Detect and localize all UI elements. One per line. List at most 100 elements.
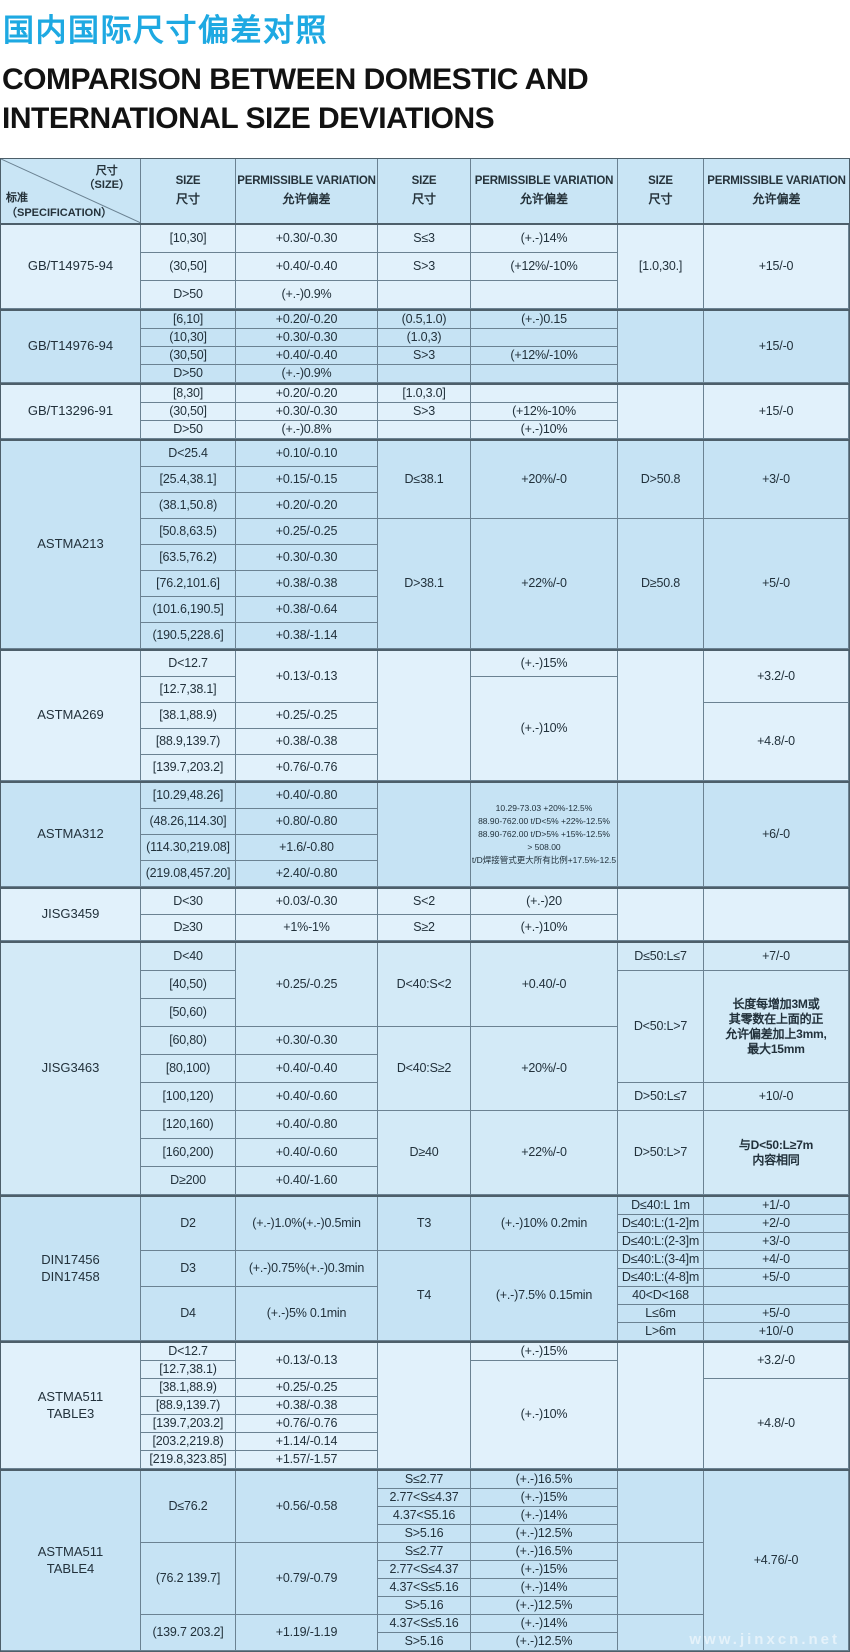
table-cell — [378, 421, 471, 439]
table-cell: (+.-)0.9% — [236, 281, 378, 309]
table-cell: +2.40/-0.80 — [236, 861, 378, 887]
table-cell: +0.30/-0.30 — [236, 403, 378, 421]
table-cell: (+.-)15% — [471, 1343, 618, 1361]
header-label-cn: 尺寸 — [648, 192, 673, 206]
table-cell — [618, 1471, 704, 1543]
table-cell: +20%/-0 — [471, 441, 618, 519]
table-cell: [80,100) — [141, 1055, 236, 1083]
table-cell: (219.08,457.20] — [141, 861, 236, 887]
table-cell: (+.-)12.5% — [471, 1525, 618, 1543]
table-cell: +0.80/-0.80 — [236, 809, 378, 835]
header-label-cn: 允许偏差 — [752, 192, 801, 206]
table-cell: +0.03/-0.30 — [236, 889, 378, 915]
table-cell: (+.-)12.5% — [471, 1633, 618, 1651]
table-cell: (190.5,228.6] — [141, 623, 236, 649]
table-cell: D≤40:L:(3-4]m — [618, 1251, 704, 1269]
table-cell: +1.14/-0.14 — [236, 1433, 378, 1451]
table-cell: +0.25/-0.25 — [236, 703, 378, 729]
table-cell: +0.30/-0.30 — [236, 1027, 378, 1055]
table-cell: +0.38/-0.38 — [236, 1397, 378, 1415]
header-variation-2: PERMISSIBLE VARIATION 允许偏差 — [471, 159, 618, 223]
header-label-cn: 允许偏差 — [282, 192, 331, 206]
table-cell: +5/-0 — [704, 519, 849, 649]
table-cell: +0.38/-0.64 — [236, 597, 378, 623]
table-cell: [10.29,48.26] — [141, 783, 236, 809]
table-cell: +15/-0 — [704, 385, 849, 439]
standard-label: ASTMA312 — [1, 783, 141, 887]
table-cell: +1.19/-1.19 — [236, 1615, 378, 1651]
table-cell: L>6m — [618, 1323, 704, 1341]
table-cell: [100,120) — [141, 1083, 236, 1111]
table-cell: +0.13/-0.13 — [236, 651, 378, 703]
table-cell: D≤40:L:(4-8]m — [618, 1269, 704, 1287]
table-cell: +0.40/-0.60 — [236, 1139, 378, 1167]
table-cell: (+.-)14% — [471, 1579, 618, 1597]
table-cell — [378, 651, 471, 781]
table-cell: [139.7,203.2] — [141, 755, 236, 781]
table-cell: D<12.7 — [141, 1343, 236, 1361]
table-cell: (101.6,190.5] — [141, 597, 236, 623]
table-cell — [378, 281, 471, 309]
table-cell: +20%/-0 — [471, 1027, 618, 1111]
table-cell: (38.1,50.8) — [141, 493, 236, 519]
header-variation-1: PERMISSIBLE VARIATION 允许偏差 — [236, 159, 378, 223]
table-cell: +6/-0 — [704, 783, 849, 887]
table-cell: D<40:S≥2 — [378, 1027, 471, 1111]
table-cell: D>50 — [141, 281, 236, 309]
table-cell: +0.20/-0.20 — [236, 385, 378, 403]
table-cell: +2/-0 — [704, 1215, 849, 1233]
table-cell — [378, 365, 471, 383]
table-cell: (+.-)0.8% — [236, 421, 378, 439]
table-cell: (+12%/-10% — [471, 253, 618, 281]
group-GB-T14976-94: GB/T14976-94 [6,10] +0.20/-0.20 (0.5,1.0) (+… — [1, 311, 849, 385]
corner-spec-label: 标准 （SPECIFICATION） — [6, 192, 113, 219]
table-cell: 4.37<S5.16 — [378, 1507, 471, 1525]
table-cell: +5/-0 — [704, 1305, 849, 1323]
header-label: SIZE — [411, 175, 437, 187]
table-cell: (+.-)10% — [471, 421, 618, 439]
table-cell: (+.-)14% — [471, 1615, 618, 1633]
table-cell: +22%/-0 — [471, 519, 618, 649]
table-cell: +0.13/-0.13 — [236, 1343, 378, 1379]
table-cell: 2.77<S≤4.37 — [378, 1561, 471, 1579]
table-cell: +0.38/-0.38 — [236, 571, 378, 597]
table-cell: (+.-)14% — [471, 1507, 618, 1525]
standard-label: ASTMA511 TABLE4 — [1, 1471, 141, 1651]
table-cell: (+.-)15% — [471, 1489, 618, 1507]
table-cell: +0.20/-0.20 — [236, 493, 378, 519]
table-cell: [60,80) — [141, 1027, 236, 1055]
header-label: PERMISSIBLE VARIATION — [237, 175, 376, 187]
table-cell: D≤38.1 — [378, 441, 471, 519]
standard-label: JISG3463 — [1, 943, 141, 1195]
diagonal-line — [1, 159, 141, 223]
corner-size-label: 尺寸 （SIZE） — [83, 165, 130, 192]
table-header: 尺寸 （SIZE） 标准 （SPECIFICATION） SIZE 尺寸 PER… — [1, 159, 849, 225]
standard-label: ASTMA269 — [1, 651, 141, 781]
table-cell: D>50.8 — [618, 441, 704, 519]
group-ASTMA511-TABLE4: ASTMA511 TABLE4 D≤76.2 +0.56/-0.58 (76.2 13… — [1, 1471, 849, 1651]
table-cell — [618, 889, 704, 941]
standard-label: GB/T14975-94 — [1, 225, 141, 309]
table-cell: +0.15/-0.15 — [236, 467, 378, 493]
table-cell: [10,30] — [141, 225, 236, 253]
page-title-chinese: 国内国际尺寸偏差对照 — [3, 13, 328, 48]
header-size-3: SIZE 尺寸 — [618, 159, 704, 223]
standard-label: JISG3459 — [1, 889, 141, 941]
table-cell: D≥50.8 — [618, 519, 704, 649]
table-cell: +0.40/-0.60 — [236, 1083, 378, 1111]
table-cell: S>5.16 — [378, 1525, 471, 1543]
table-cell: D>50 — [141, 421, 236, 439]
table-cell: [40,50) — [141, 971, 236, 999]
table-cell: (+.-)20 — [471, 889, 618, 915]
table-cell: (+12%/-10% — [471, 347, 618, 365]
group-GB-T13296-91: GB/T13296-91 [8,30] +0.20/-0.20 [1.0,3.0] (3… — [1, 385, 849, 441]
table-cell: 4.37<S≤5.16 — [378, 1615, 471, 1633]
table-cell: (30,50] — [141, 347, 236, 365]
table-cell — [618, 311, 704, 383]
header-label-cn: 允许偏差 — [519, 192, 568, 206]
table-cell: +4.8/-0 — [704, 703, 849, 781]
table-cell: D<25.4 — [141, 441, 236, 467]
table-cell: +3/-0 — [704, 1233, 849, 1251]
table-cell — [378, 783, 471, 887]
table-cell: 40<D<168 — [618, 1287, 704, 1305]
